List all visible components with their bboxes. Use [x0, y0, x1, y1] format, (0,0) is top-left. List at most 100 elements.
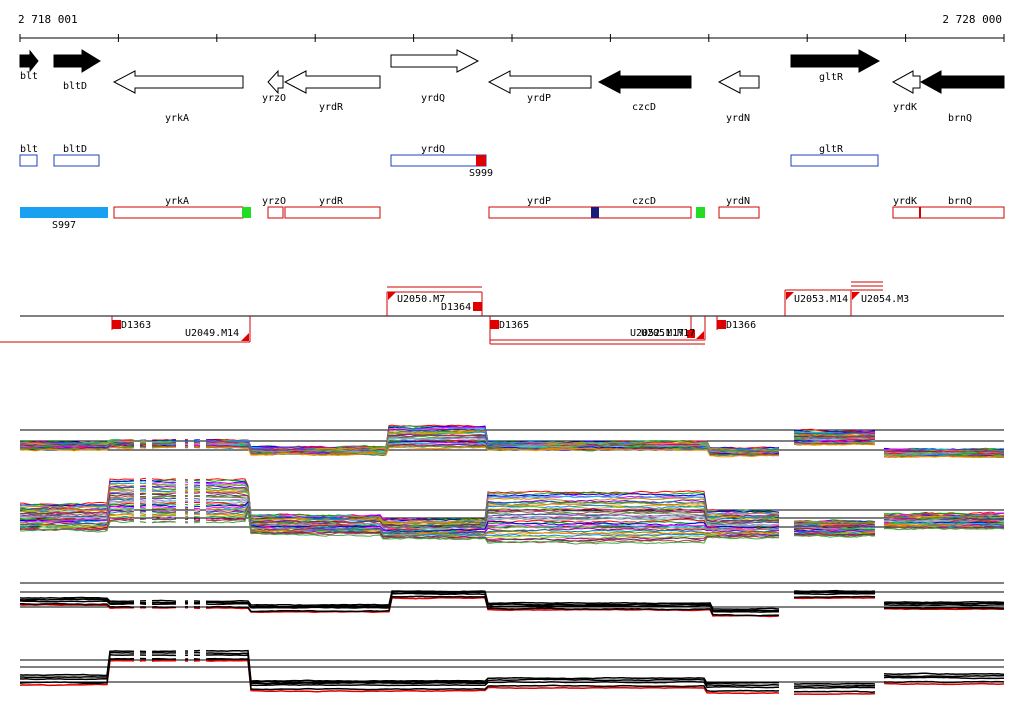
- expression-profile-line: [19, 654, 1004, 689]
- upper-element-U2054.M3[interactable]: U2054.M3: [850, 281, 909, 316]
- reverse-unit-label-yrzO: yrzO: [262, 196, 286, 207]
- gene-label-yrdQ: yrdQ: [421, 93, 445, 104]
- reverse-unit-label-yrkA: yrkA: [165, 196, 189, 207]
- gene-label-yrdP: yrdP: [527, 93, 551, 104]
- gene-arrow-yrdQ[interactable]: [390, 49, 480, 73]
- gene-arrow-yrdP[interactable]: [487, 70, 592, 94]
- gene-arrow-gltR[interactable]: [790, 49, 881, 73]
- gene-label-yrdK: yrdK: [893, 102, 917, 113]
- reverse-unit-yrdP-czcD[interactable]: [488, 206, 692, 219]
- reverse-unit-label-yrdP: yrdP: [527, 196, 551, 207]
- expression-profile-line: [19, 657, 1005, 693]
- forward-unit-blt[interactable]: [19, 154, 38, 167]
- gene-arrow-blt[interactable]: [19, 49, 39, 73]
- expression-profile-line: [19, 482, 1005, 524]
- upper-element-label-D1364: D1364: [441, 302, 471, 313]
- promoter-marker-yrkA: [242, 207, 251, 218]
- promoter-marker-czcD: [696, 207, 705, 218]
- expression-panel-all-conditions-1: [19, 424, 1005, 459]
- upper-element-label-U2050.M7: U2050.M7: [397, 294, 445, 305]
- reverse-unit-label-czcD: czcD: [632, 196, 656, 207]
- reverse-unit-yrkA[interactable]: [113, 206, 244, 219]
- gene-arrow-yrdK[interactable]: [891, 70, 921, 94]
- segment-label-S997: S997: [52, 220, 76, 231]
- lower-element-D1363[interactable]: D1363: [111, 316, 151, 331]
- lower-element-U2051.M17[interactable]: U2051.M17: [641, 316, 695, 339]
- expression-profile-line: [19, 649, 1005, 685]
- gene-label-czcD: czcD: [632, 102, 656, 113]
- forward-unit-label-yrdQ: yrdQ: [421, 144, 445, 155]
- coordinate-ruler: [19, 34, 1005, 42]
- gene-label-blt: blt: [20, 71, 38, 82]
- upper-element-U2053.M14[interactable]: U2053.M14: [784, 289, 851, 316]
- transcript-element-track: U2050.M7 D1364 U2053.M14 U2054.M3: [0, 281, 1004, 345]
- gene-arrow-czcD[interactable]: [597, 70, 692, 94]
- reverse-unit-yrdR[interactable]: [284, 206, 381, 219]
- lower-element-U2049.M14[interactable]: U2049.M14: [0, 316, 251, 343]
- expression-profile-line: [19, 591, 1005, 612]
- forward-unit-label-bltD: bltD: [63, 144, 87, 155]
- gene-arrow-yrdN[interactable]: [717, 70, 760, 94]
- gene-arrow-bltD[interactable]: [53, 49, 101, 73]
- expression-profile-line: [19, 589, 1005, 611]
- reverse-unit-brnQ[interactable]: [919, 206, 1005, 219]
- expression-panel-summary-2: [19, 649, 1005, 696]
- lower-element-D1366[interactable]: D1366: [716, 316, 756, 331]
- lower-element-label-U2052.M17: U2052.M17: [630, 328, 684, 339]
- reverse-unit-label-yrdR: yrdR: [319, 196, 344, 207]
- reverse-unit-yrdN[interactable]: [718, 206, 760, 219]
- upper-element-D1364[interactable]: D1364: [441, 292, 483, 316]
- forward-unit-label-blt: blt: [20, 144, 38, 155]
- expression-profile-line: [20, 495, 1005, 529]
- expression-profile-line: [19, 443, 1005, 459]
- gene-label-yrkA: yrkA: [165, 113, 189, 124]
- terminator-marker-S999[interactable]: [476, 155, 486, 166]
- forward-unit-bltD[interactable]: [53, 154, 100, 167]
- reverse-unit-track: S997 yrkA yrzO yrdR yrdP czcD yrdN yrdK …: [20, 196, 1005, 231]
- expression-profile-line: [19, 487, 1005, 525]
- gene-label-yrzO: yrzO: [262, 93, 286, 104]
- internal-marker-yrdP: [591, 207, 599, 218]
- gene-label-gltR: gltR: [819, 72, 844, 83]
- reverse-unit-label-yrdK: yrdK: [893, 196, 917, 207]
- expression-profile-line: [20, 509, 1005, 540]
- reverse-unit-label-yrdN: yrdN: [726, 196, 750, 207]
- segment-S997[interactable]: [20, 207, 108, 218]
- forward-unit-track: blt bltD yrdQ S999 gltR: [19, 144, 879, 179]
- reverse-unit-label-brnQ: brnQ: [948, 196, 972, 207]
- expression-profile-line: [19, 659, 1005, 696]
- ruler-end-label: 2 728 000: [942, 13, 1002, 26]
- lower-element-label-D1366: D1366: [726, 320, 756, 331]
- ruler-start-label: 2 718 001: [18, 13, 78, 26]
- expression-profile-line: [20, 651, 1004, 688]
- expression-profile-line: [19, 504, 1005, 536]
- lower-element-label-D1365: D1365: [499, 320, 529, 331]
- reverse-unit-yrdK[interactable]: [892, 206, 921, 219]
- gene-arrow-yrkA[interactable]: [112, 70, 244, 94]
- forward-unit-yrdQ[interactable]: [390, 154, 487, 167]
- expression-profile-line: [20, 595, 1004, 617]
- reverse-unit-yrzO[interactable]: [267, 206, 284, 219]
- upper-element-label-U2053.M14: U2053.M14: [794, 294, 848, 305]
- gene-arrow-yrdR[interactable]: [283, 70, 381, 94]
- gene-label-bltD: bltD: [63, 81, 87, 92]
- upper-element-label-U2054.M3: U2054.M3: [861, 294, 909, 305]
- gene-label-yrdR: yrdR: [319, 102, 344, 113]
- forward-unit-label-gltR: gltR: [819, 144, 844, 155]
- marker-label-S999: S999: [469, 168, 493, 179]
- gene-arrow-yrzO[interactable]: [267, 69, 284, 95]
- lower-element-label-U2049.M14: U2049.M14: [185, 328, 239, 339]
- upper-element-U2050.M7[interactable]: U2050.M7: [386, 286, 482, 316]
- expression-panel-all-conditions-2: [19, 477, 1005, 545]
- lower-element-D1365[interactable]: D1365: [489, 316, 529, 344]
- lower-element-U2052.M17[interactable]: U2052.M17: [490, 316, 706, 345]
- gene-arrow-track: blt bltD yrkA yrzO yrdR yrdQ yrdP czcD y…: [19, 49, 1005, 124]
- expression-profile-line: [19, 592, 1004, 613]
- forward-unit-gltR[interactable]: [790, 154, 879, 167]
- lower-element-label-U2051.M17: U2051.M17: [641, 328, 695, 339]
- gene-label-yrdN: yrdN: [726, 113, 750, 124]
- expression-panel-summary-1: [19, 582, 1005, 618]
- gene-arrow-brnQ[interactable]: [919, 70, 1005, 94]
